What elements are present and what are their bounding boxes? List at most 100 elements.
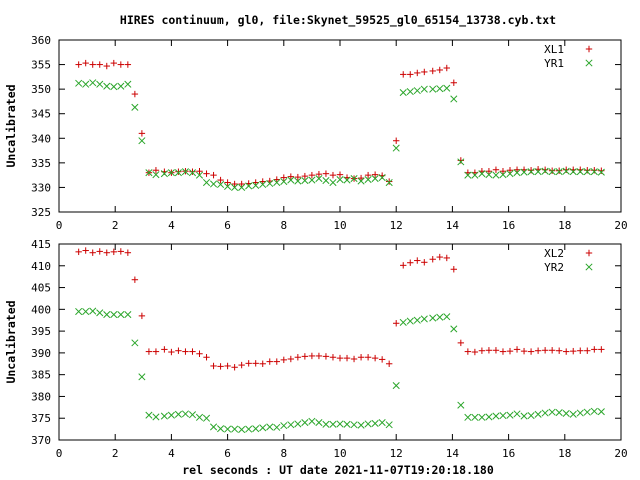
top-point-xl1 [238,180,245,188]
top-point-xl1 [499,168,507,175]
bottom-point-xl2 [175,347,182,354]
bottom-point-xl2 [563,348,570,355]
top-point-xl1 [124,61,132,68]
bottom-point-xl2 [336,354,344,362]
bottom-panel: 370 375 380 385 390 395 400 405 410 415 0 2 4 6 8 10 12… [4,238,628,460]
bottom-point-xl2 [259,360,266,367]
top-point-yr1 [252,181,260,190]
bottom-point-xl2 [110,248,117,256]
bottom-point-yr2 [103,311,111,319]
bottom-x-tick-label: 10 [333,447,346,460]
bottom-y-tick-label: 375 [31,412,51,425]
bottom-point-yr2 [167,411,175,419]
bottom-point-yr2 [457,401,465,409]
bottom-x-tick-label: 2 [112,447,119,460]
bottom-point-yr2 [506,411,514,419]
top-point-yr1 [96,80,104,88]
bottom-point-xl2 [506,347,514,355]
top-point-yr1 [343,176,351,184]
top-point-yr1 [110,83,118,91]
top-point-yr1 [569,168,577,176]
top-point-xl1 [224,179,231,186]
top-point-xl1 [189,168,196,175]
top-point-xl1 [548,167,556,174]
top-point-yr1 [280,177,288,186]
bottom-legend-label-yr2: YR2 [544,261,564,274]
bottom-legend-marker-xl2 [585,249,593,257]
top-point-yr1 [103,82,111,90]
top-point-yr1 [224,182,232,190]
top-y-tick-label: 345 [31,108,51,121]
bottom-point-yr2 [443,313,451,321]
top-point-xl1 [280,174,287,181]
top-point-xl1 [485,168,493,175]
top-point-xl1 [336,171,344,178]
top-point-xl1 [152,167,160,174]
bottom-point-xl2 [145,348,153,355]
top-point-yr1 [238,183,246,191]
top-y-tick-label: 340 [31,132,51,145]
bottom-point-xl2 [210,362,217,370]
top-point-xl1 [393,137,400,144]
bottom-point-xl2 [182,348,189,355]
bottom-point-yr2 [294,420,302,428]
top-point-yr1 [541,167,549,175]
top-point-yr1 [513,169,521,177]
bottom-point-yr2 [259,424,267,432]
top-point-xl1 [75,61,82,68]
top-point-yr1 [576,168,584,176]
top-point-yr1 [174,169,182,177]
top-point-yr1 [138,137,146,145]
top-point-yr1 [301,176,309,185]
top-legend-label-xl1: XL1 [544,43,564,56]
bottom-y-tick-label: 405 [31,282,51,295]
top-point-yr1 [245,182,253,190]
top-x-tick-label: 4 [168,219,175,232]
bottom-point-xl2 [168,348,175,356]
top-point-xl1 [117,61,125,68]
top-point-yr1 [231,183,239,191]
top-point-yr1 [548,168,556,176]
chart-title: HIRES continuum, gl0, file:Skynet_59525_… [120,13,556,28]
bottom-legend-marker-yr2 [585,263,593,271]
bottom-point-xl2 [443,254,450,262]
bottom-point-xl2 [464,348,472,355]
bottom-point-xl2 [436,253,443,261]
top-point-xl1 [96,61,103,68]
top-x-tick-label: 18 [558,219,571,232]
bottom-point-xl2 [577,347,584,354]
x-axis-label: rel seconds : UT date 2021-11-07T19:20:1… [182,463,494,477]
top-point-yr1 [266,179,274,188]
top-point-xl1 [82,59,89,67]
bottom-x-tick-label: 20 [614,447,627,460]
top-point-yr1 [181,168,190,176]
top-point-yr1 [562,167,570,175]
top-point-xl1 [492,166,500,173]
bottom-point-xl2 [527,348,535,355]
top-point-xl1 [429,67,436,75]
bottom-point-yr2 [287,421,295,429]
bottom-point-xl2 [329,354,337,361]
bottom-point-yr2 [280,422,288,430]
top-point-yr1 [308,176,316,184]
bottom-point-xl2 [407,259,414,266]
bottom-point-yr2 [583,408,591,416]
bottom-point-yr2 [527,412,535,420]
top-point-yr1 [499,171,507,179]
top-point-yr1 [413,87,421,95]
bottom-point-xl2 [350,355,358,363]
top-point-xl1 [131,90,139,98]
bottom-point-yr2 [364,420,372,428]
top-point-xl1 [443,64,450,72]
bottom-point-yr2 [124,311,132,319]
bottom-y-ticks: 370 375 380 385 390 395 400 405 410 415 [31,238,621,447]
top-point-yr1 [273,178,281,187]
top-point-xl1 [89,61,96,68]
bottom-point-yr2 [569,410,577,418]
bottom-point-yr2 [301,419,309,427]
top-point-xl1 [400,71,407,78]
top-y-tick-label: 325 [31,206,51,219]
bottom-point-yr2 [548,408,556,416]
top-point-yr1 [287,176,295,184]
bottom-point-xl2 [308,352,316,360]
